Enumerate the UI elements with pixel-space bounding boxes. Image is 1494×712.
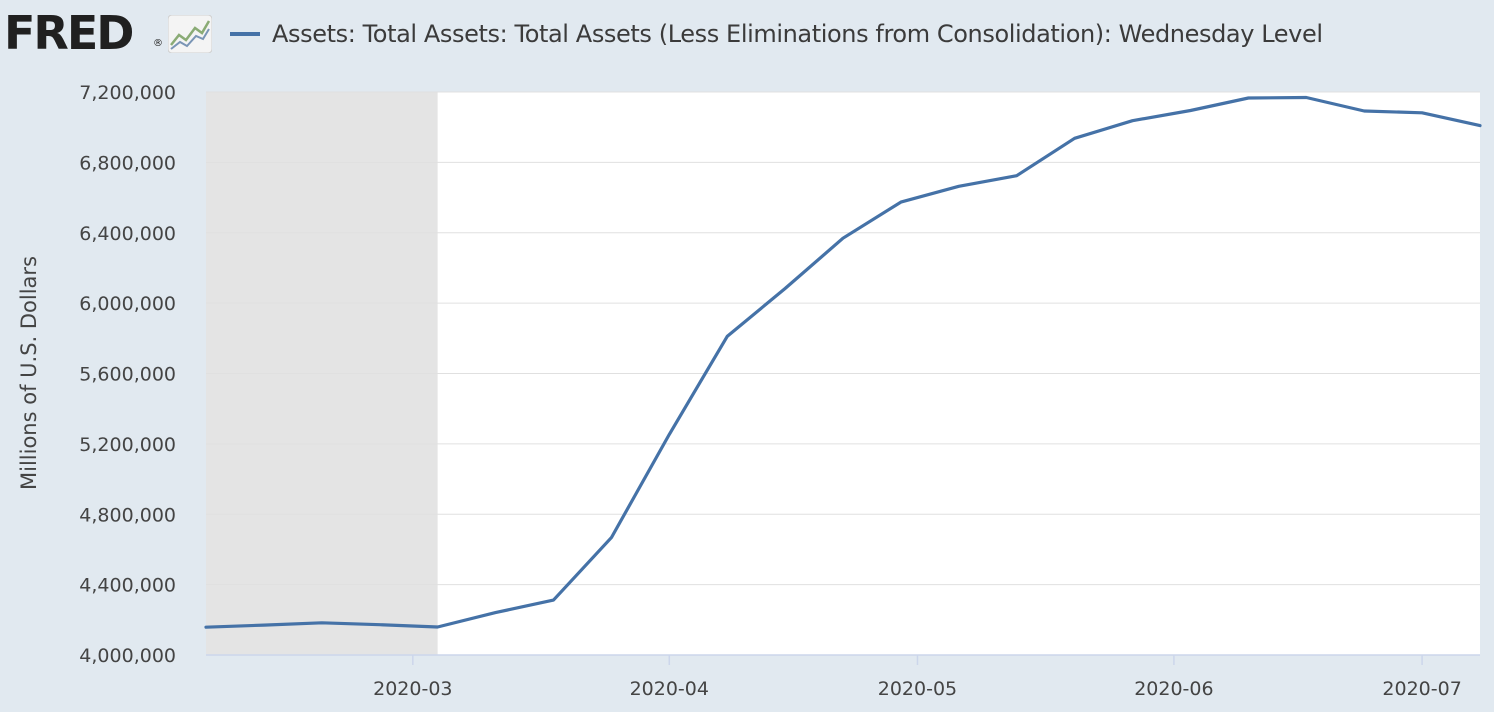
legend-label: Assets: Total Assets: Total Assets (Less…: [272, 20, 1323, 48]
legend-swatch: [230, 32, 260, 36]
chart-legend[interactable]: Assets: Total Assets: Total Assets (Less…: [230, 14, 1323, 54]
x-tick-label: 2020-03: [373, 678, 452, 700]
y-tick-label: 6,400,000: [79, 223, 176, 245]
y-tick-label: 4,800,000: [79, 504, 176, 526]
y-tick-label: 5,600,000: [79, 364, 176, 386]
y-tick-label: 7,200,000: [79, 82, 176, 104]
y-tick-label: 6,000,000: [79, 293, 176, 315]
x-tick-label: 2020-06: [1134, 678, 1213, 700]
series-line: [204, 95, 1482, 629]
y-axis-title: Millions of U.S. Dollars: [17, 256, 41, 490]
fred-logo[interactable]: FRED: [4, 6, 134, 60]
y-tick-label: 4,000,000: [79, 645, 176, 667]
y-tick-label: 5,200,000: [79, 434, 176, 456]
x-tick-label: 2020-04: [630, 678, 709, 700]
registered-mark: ®: [153, 38, 163, 49]
line-graph-icon: [168, 15, 212, 53]
x-tick-label: 2020-05: [878, 678, 957, 700]
x-tick-label: 2020-07: [1382, 678, 1461, 700]
y-tick-label: 6,800,000: [79, 152, 176, 174]
y-tick-label: 4,400,000: [79, 575, 176, 597]
chart-header: FRED ® Assets: Total Assets: Total Asset…: [0, 0, 1494, 70]
